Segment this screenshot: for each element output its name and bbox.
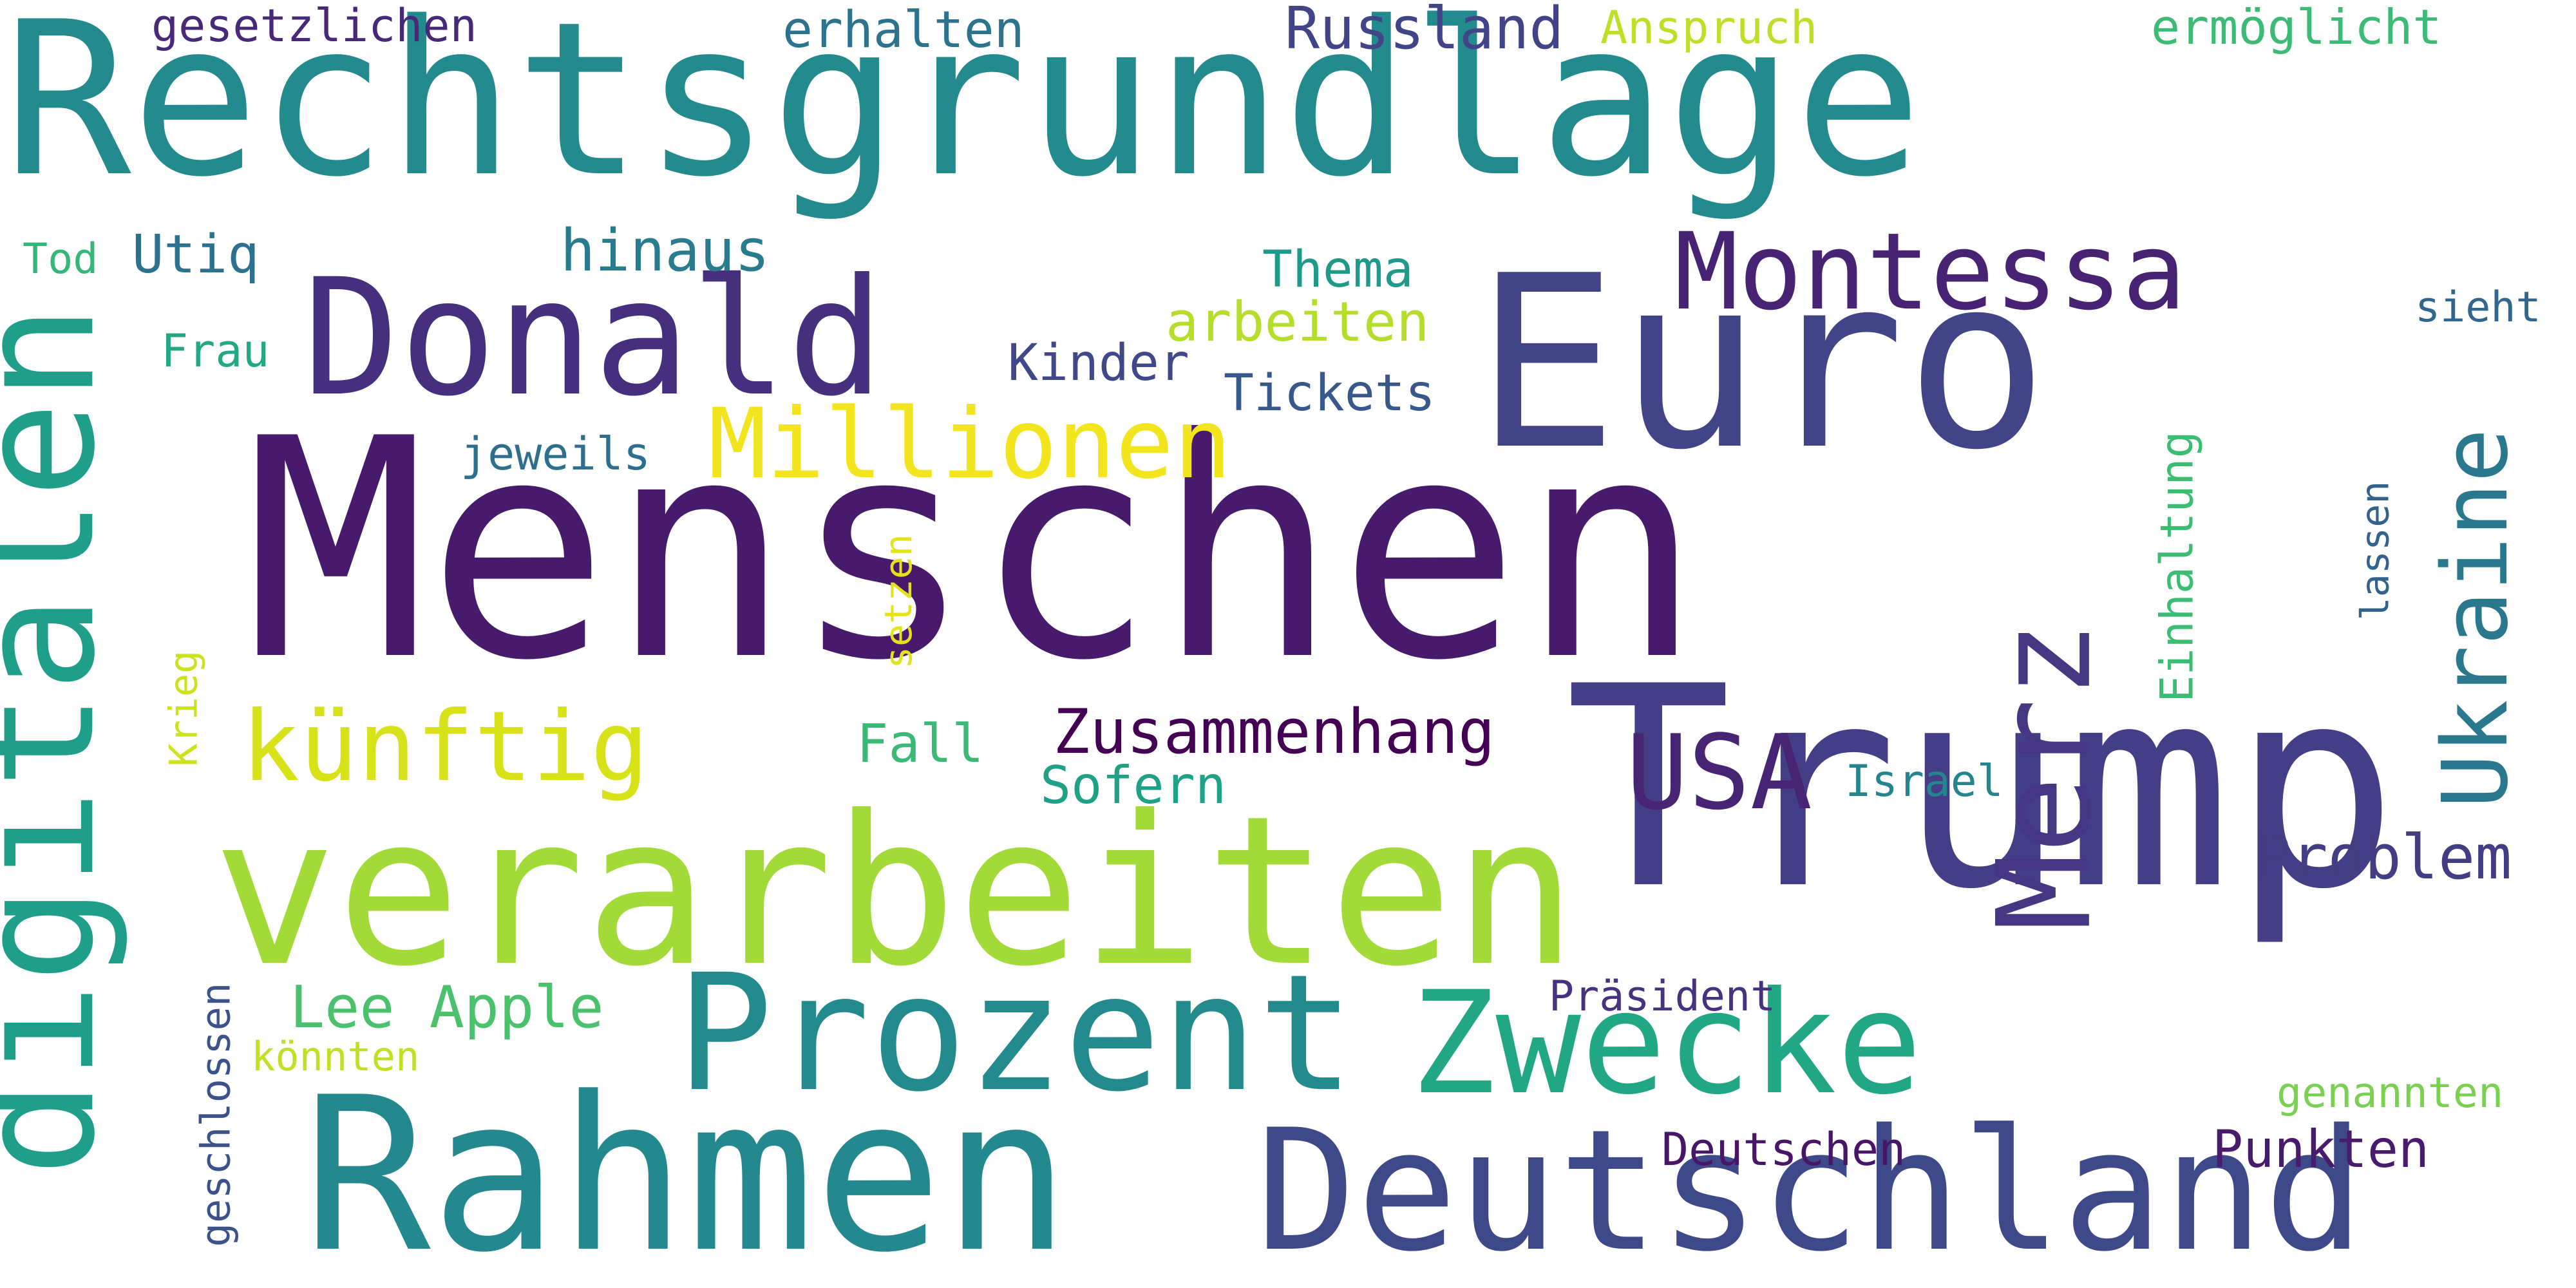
word-trump: Trump bbox=[1565, 628, 2399, 950]
word-rechtsgrundlage: Rechtsgrundlage bbox=[3, 0, 1923, 223]
word-deutschland: Deutschland bbox=[1256, 1094, 2365, 1288]
word-krieg: Krieg bbox=[161, 650, 207, 767]
word-setzen: setzen bbox=[876, 534, 920, 669]
word-verarbeiten: verarbeiten bbox=[213, 772, 1578, 1012]
word-problem: Problem bbox=[2254, 822, 2512, 893]
word-frau: Frau bbox=[161, 325, 270, 377]
word-thema: Thema bbox=[1262, 241, 1414, 299]
word-einhaltung: Einhaltung bbox=[2150, 431, 2204, 703]
word-sofern: Sofern bbox=[1040, 755, 1226, 815]
word-punkten: Punkten bbox=[2212, 1119, 2430, 1179]
word-tickets: Tickets bbox=[1224, 365, 1435, 422]
word-tod: Tod bbox=[23, 235, 99, 283]
word-anspruch: Anspruch bbox=[1600, 1, 1818, 54]
word-geschlossen: geschlossen bbox=[192, 982, 240, 1247]
word-montessa: Montessa bbox=[1674, 210, 2186, 334]
word-arbeiten: arbeiten bbox=[1166, 290, 1430, 354]
word-lee-apple: Lee Apple bbox=[290, 974, 604, 1041]
word-euro: Euro bbox=[1475, 225, 2049, 502]
word-erhalten: erhalten bbox=[782, 1, 1025, 59]
word-lassen: lassen bbox=[2353, 480, 2398, 621]
word-usa: USA bbox=[1626, 712, 1812, 833]
word-millionen: Millionen bbox=[708, 388, 1232, 500]
word-israel: Israel bbox=[1845, 756, 2003, 807]
word-menschen: Menschen bbox=[245, 374, 1703, 726]
word-praesident: Präsident bbox=[1549, 972, 1776, 1021]
word-ermoeglicht: ermöglicht bbox=[2151, 0, 2442, 55]
word-utiq: Utiq bbox=[132, 224, 260, 285]
word-sieht: sieht bbox=[2415, 283, 2541, 332]
word-jeweils: jeweils bbox=[460, 428, 651, 480]
word-digitalen: digitalen bbox=[0, 304, 131, 1177]
word-fall: Fall bbox=[857, 714, 984, 775]
word-ukraine: Ukraine bbox=[2423, 428, 2529, 809]
word-kuenftig: künftig bbox=[242, 691, 649, 803]
word-donald: Donald bbox=[303, 244, 885, 431]
word-prozent: Prozent bbox=[676, 940, 1355, 1127]
word-deutschen: Deutschen bbox=[1662, 1123, 1906, 1176]
word-gesetzlichen: gesetzlichen bbox=[151, 0, 477, 52]
word-genannten: genannten bbox=[2277, 1069, 2504, 1117]
word-russland: Russland bbox=[1285, 0, 1564, 62]
word-zusammenhang: Zusammenhang bbox=[1053, 697, 1495, 768]
word-hinaus: hinaus bbox=[560, 217, 770, 285]
word-zwecke: Zwecke bbox=[1410, 961, 1922, 1126]
word-kinder: Kinder bbox=[1008, 334, 1189, 392]
word-koennten: könnten bbox=[251, 1033, 420, 1080]
word-rahmen: Rahmen bbox=[303, 1052, 1071, 1288]
